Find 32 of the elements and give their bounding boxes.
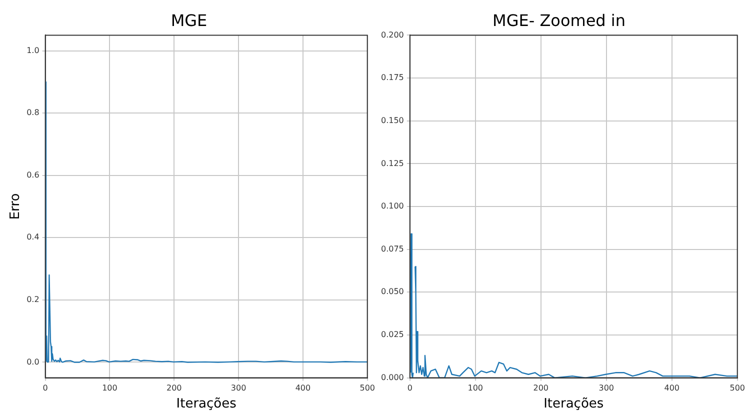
y-tick-label: 0.175 (380, 73, 404, 82)
x-tick-label: 500 (730, 384, 746, 393)
y-tick-label: 1.0 (26, 46, 40, 55)
y-tick-label: 0.8 (26, 108, 40, 118)
y-tick-label: 0.6 (26, 170, 40, 180)
y-tick-label: 0.075 (380, 244, 404, 254)
x-tick-label: 400 (664, 384, 680, 393)
x-tick-label: 100 (102, 384, 118, 393)
y-tick-label: 0.0 (26, 357, 40, 366)
y-tick-label: 0.125 (380, 158, 404, 168)
y-tick-label: 0.000 (380, 372, 404, 382)
y-tick-label: 0.050 (380, 287, 404, 296)
x-tick-label: 0 (407, 384, 412, 393)
x-axis-title: Iterações (544, 396, 604, 412)
y-tick-label: 0.200 (380, 30, 404, 40)
x-tick-label: 0 (42, 384, 48, 393)
x-tick-label: 200 (166, 384, 182, 393)
y-axis-title: Erro (8, 193, 24, 220)
y-tick-label: 0.4 (26, 232, 40, 242)
x-tick-label: 200 (533, 384, 549, 393)
x-tick-label: 400 (295, 384, 311, 393)
x-tick-label: 300 (598, 384, 614, 393)
y-tick-label: 0.025 (380, 330, 404, 340)
y-tick-label: 0.100 (380, 202, 404, 211)
x-tick-label: 100 (468, 384, 484, 393)
x-tick-label: 500 (360, 384, 376, 393)
x-tick-label: 300 (230, 384, 246, 393)
chart-title: MGE- Zoomed in (492, 10, 626, 30)
chart-title: MGE (170, 10, 208, 30)
y-tick-label: 0.2 (26, 295, 40, 304)
x-axis-title: Iterações (176, 396, 237, 412)
y-tick-label: 0.150 (380, 116, 404, 125)
